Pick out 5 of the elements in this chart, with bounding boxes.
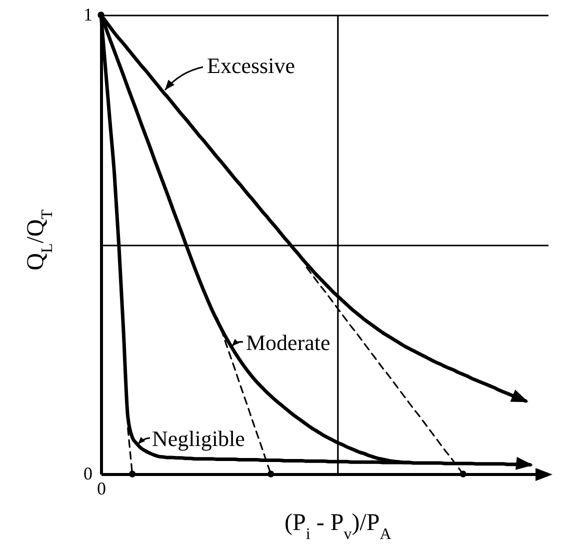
legend-label: Moderate [246, 330, 330, 355]
legend-label: Excessive [207, 53, 295, 78]
legend-label: Negligible [152, 426, 245, 451]
x-axis-title: (P$_{i}$ - P$_{v}$)/P$_{A}$ [284, 510, 392, 542]
y-tick-label: 1 [84, 4, 92, 24]
